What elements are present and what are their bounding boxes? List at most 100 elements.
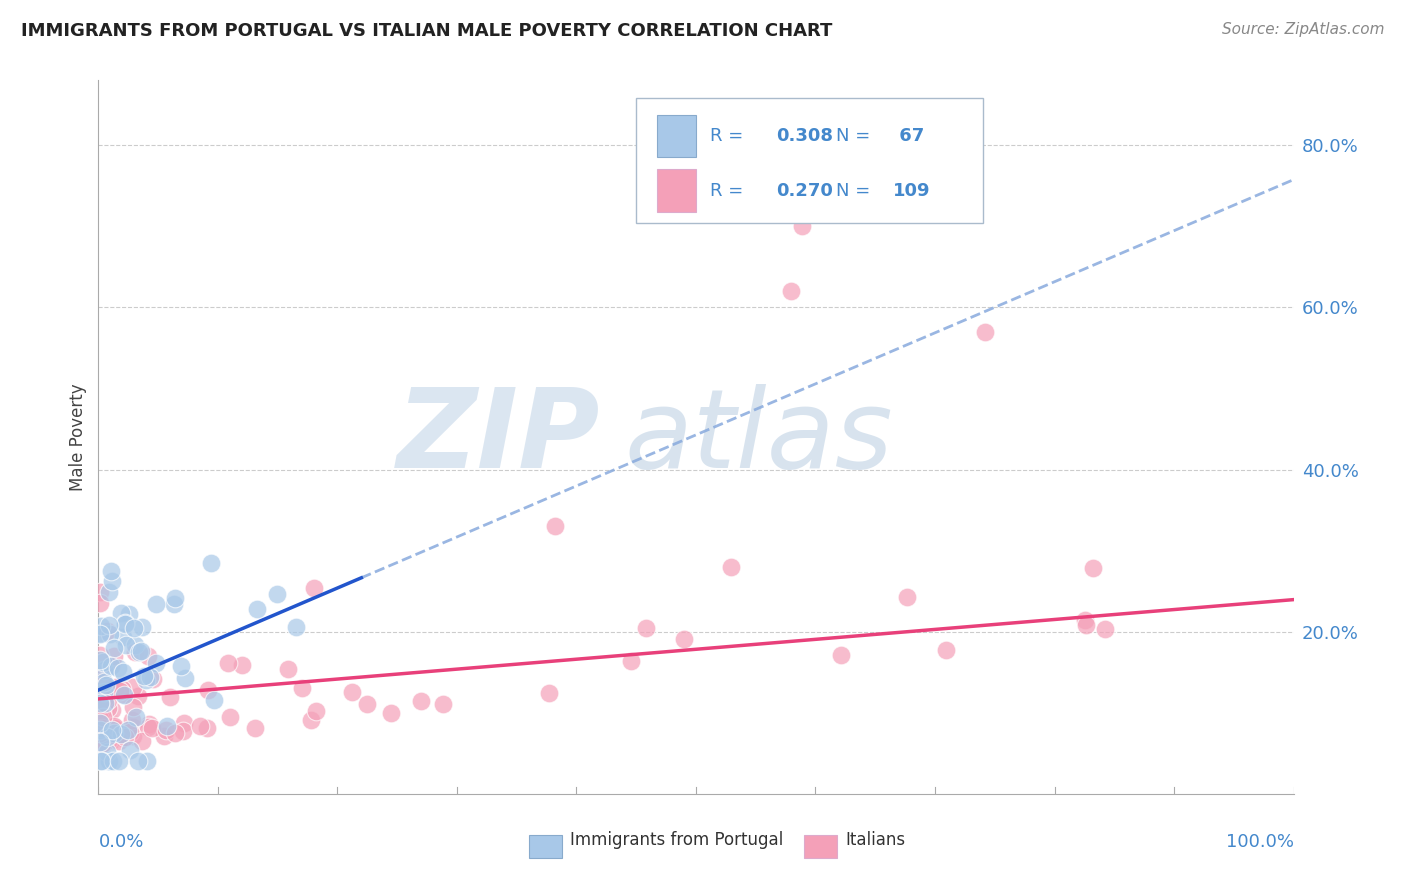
Text: IMMIGRANTS FROM PORTUGAL VS ITALIAN MALE POVERTY CORRELATION CHART: IMMIGRANTS FROM PORTUGAL VS ITALIAN MALE…	[21, 22, 832, 40]
Immigrants from Portugal	[89, 627, 111, 641]
Immigrants from Portugal	[89, 734, 111, 748]
Italians	[380, 706, 402, 720]
Italians	[91, 721, 114, 735]
Italians	[90, 723, 112, 738]
Immigrants from Portugal	[101, 574, 124, 589]
Italians	[155, 723, 177, 737]
Italians	[127, 689, 149, 703]
Italians	[101, 702, 124, 716]
Italians	[673, 632, 696, 646]
Italians	[136, 721, 159, 735]
Immigrants from Portugal	[111, 665, 134, 679]
Italians	[89, 648, 111, 663]
Italians	[93, 703, 115, 717]
Italians	[108, 733, 131, 747]
Immigrants from Portugal	[89, 696, 111, 710]
Italians	[165, 725, 187, 739]
Italians	[89, 596, 111, 610]
Italians	[89, 698, 111, 713]
Italians	[89, 724, 111, 739]
Immigrants from Portugal	[135, 673, 157, 687]
Italians	[243, 721, 266, 735]
Immigrants from Portugal	[131, 620, 153, 634]
Immigrants from Portugal	[246, 602, 269, 616]
Italians	[93, 690, 115, 705]
Text: N =: N =	[835, 182, 876, 200]
Immigrants from Portugal	[127, 755, 149, 769]
Immigrants from Portugal	[97, 618, 120, 632]
Italians	[172, 724, 194, 739]
Text: Source: ZipAtlas.com: Source: ZipAtlas.com	[1222, 22, 1385, 37]
Italians	[218, 710, 240, 724]
Italians	[131, 733, 153, 747]
Italians	[830, 648, 852, 662]
Text: 0.0%: 0.0%	[98, 833, 143, 851]
Text: 100.0%: 100.0%	[1226, 833, 1294, 851]
Italians	[1074, 613, 1097, 627]
Italians	[142, 672, 165, 686]
Immigrants from Portugal	[138, 669, 160, 683]
Italians	[101, 658, 124, 673]
Italians	[188, 719, 211, 733]
FancyBboxPatch shape	[804, 835, 837, 858]
Italians	[94, 736, 117, 750]
Immigrants from Portugal	[114, 615, 136, 630]
Italians	[89, 738, 111, 752]
Y-axis label: Male Poverty: Male Poverty	[69, 384, 87, 491]
Italians	[299, 713, 322, 727]
Italians	[103, 648, 125, 663]
Italians	[97, 700, 120, 714]
Italians	[89, 703, 111, 717]
Italians	[122, 680, 145, 694]
Italians	[91, 673, 114, 687]
Italians	[89, 664, 111, 678]
Text: R =: R =	[710, 127, 749, 145]
FancyBboxPatch shape	[637, 98, 983, 223]
Immigrants from Portugal	[111, 630, 134, 644]
Immigrants from Portugal	[124, 638, 146, 652]
Text: Italians: Italians	[845, 831, 905, 849]
Immigrants from Portugal	[89, 723, 111, 737]
FancyBboxPatch shape	[529, 835, 562, 858]
Immigrants from Portugal	[93, 685, 115, 699]
Immigrants from Portugal	[145, 598, 167, 612]
Italians	[620, 655, 643, 669]
Immigrants from Portugal	[122, 621, 145, 635]
Immigrants from Portugal	[101, 755, 124, 769]
Italians	[720, 559, 742, 574]
Immigrants from Portugal	[107, 660, 129, 674]
Immigrants from Portugal	[89, 625, 111, 640]
Italians	[93, 735, 115, 749]
Immigrants from Portugal	[97, 755, 120, 769]
Italians	[89, 731, 111, 745]
Italians	[89, 584, 111, 599]
Italians	[305, 704, 328, 718]
Italians	[409, 694, 432, 708]
Text: 0.308: 0.308	[776, 127, 832, 145]
Immigrants from Portugal	[124, 710, 146, 724]
Italians	[90, 738, 112, 752]
Italians	[935, 643, 957, 657]
Italians	[111, 681, 134, 696]
Italians	[105, 721, 128, 735]
Italians	[538, 686, 561, 700]
Immigrants from Portugal	[96, 730, 118, 744]
Italians	[122, 700, 145, 714]
Italians	[110, 684, 132, 698]
Italians	[111, 687, 134, 701]
Immigrants from Portugal	[93, 674, 115, 689]
Immigrants from Portugal	[202, 693, 225, 707]
Italians	[90, 706, 112, 720]
Italians	[97, 693, 120, 707]
Immigrants from Portugal	[110, 606, 132, 620]
Italians	[90, 705, 112, 719]
Italians	[291, 681, 314, 695]
Italians	[105, 680, 128, 694]
Italians	[93, 710, 115, 724]
Immigrants from Portugal	[98, 755, 121, 769]
Immigrants from Portugal	[89, 715, 111, 730]
Italians	[634, 621, 657, 635]
Immigrants from Portugal	[108, 755, 131, 769]
Immigrants from Portugal	[135, 755, 157, 769]
Italians	[122, 720, 145, 734]
